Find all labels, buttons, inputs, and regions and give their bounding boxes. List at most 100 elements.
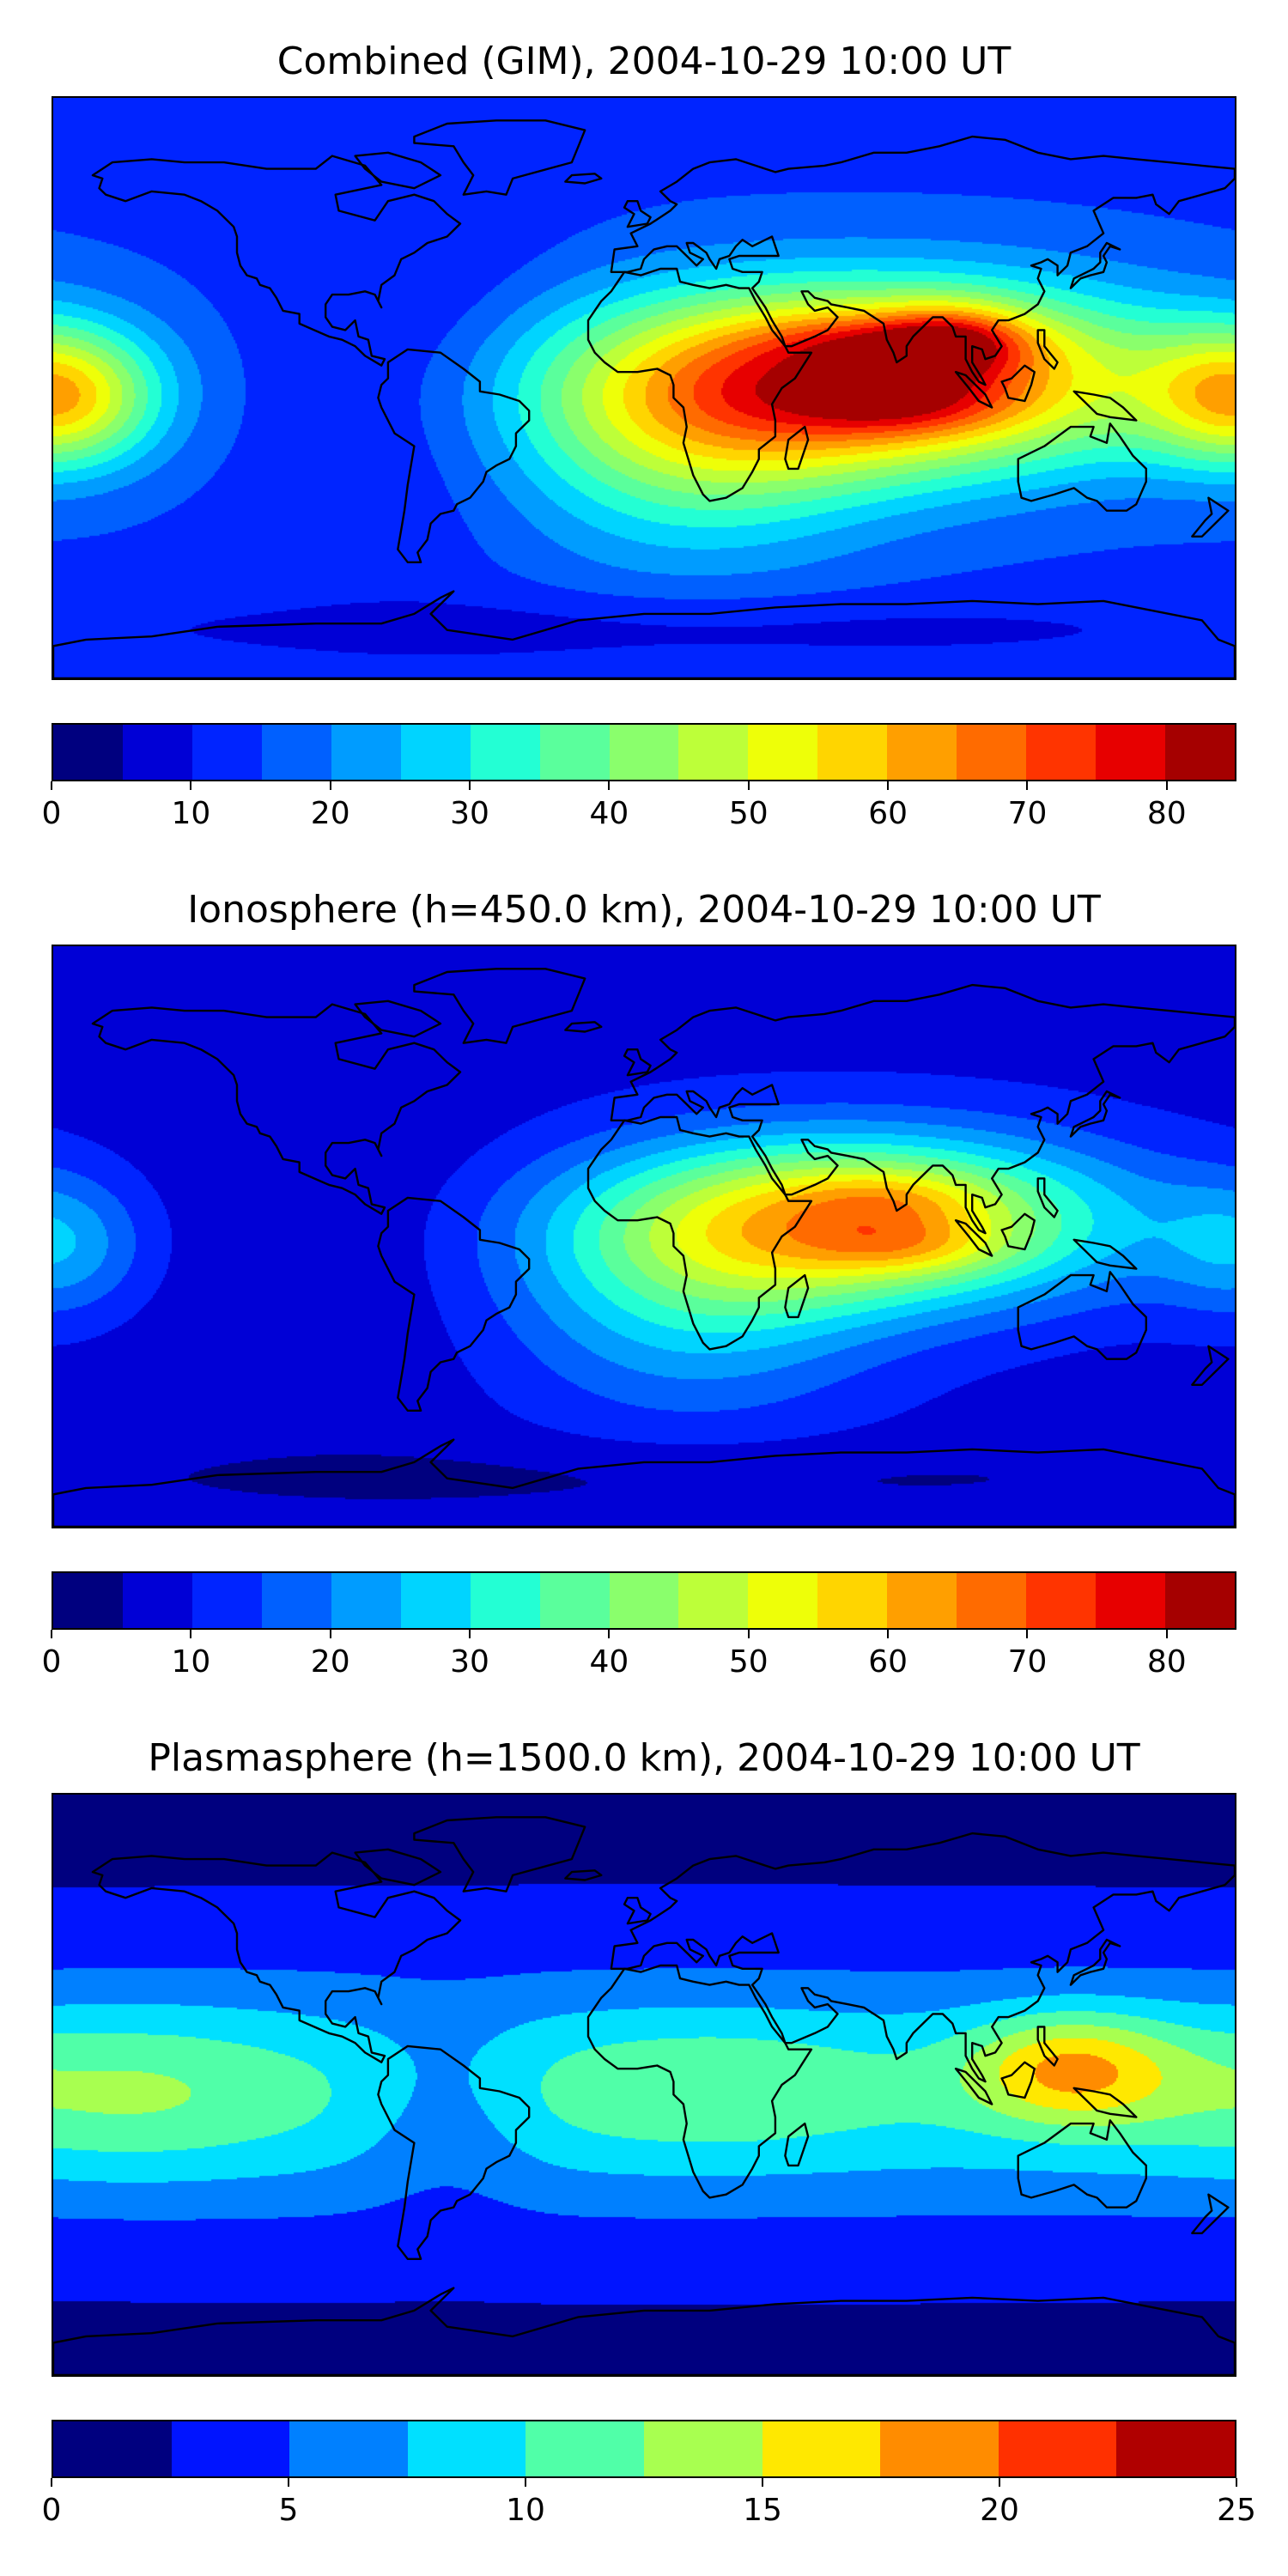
colorbar-tick-label: 0 bbox=[41, 1644, 62, 1680]
colorbar-tick-label: 40 bbox=[589, 1644, 629, 1680]
coastline-new-zealand bbox=[1191, 1345, 1230, 1386]
colorbar-tick-label: 50 bbox=[728, 1644, 769, 1680]
colorbar-tick bbox=[747, 781, 750, 790]
map-plasmasphere bbox=[52, 1793, 1236, 2377]
coastline-eurasia bbox=[610, 1832, 1235, 2083]
colorbar-tick-label: 60 bbox=[868, 796, 908, 831]
coastline-antarctica bbox=[53, 2287, 1235, 2375]
filled-contours bbox=[53, 1795, 1235, 2375]
colorbar-segment bbox=[261, 1573, 331, 1628]
colorbar-segment bbox=[998, 2421, 1117, 2476]
colorbar-tick bbox=[51, 1630, 52, 1638]
colorbar-segment bbox=[817, 725, 888, 780]
coastline-africa bbox=[586, 1115, 813, 1351]
coastline-antarctica bbox=[53, 590, 1235, 678]
coastline-sumatra bbox=[954, 2068, 993, 2105]
coastline-borneo bbox=[1000, 2061, 1036, 2099]
colorbar-tick bbox=[1165, 1630, 1168, 1638]
colorbar-segment bbox=[331, 725, 401, 780]
coastline-baffin bbox=[354, 151, 442, 190]
colorbar-segment bbox=[191, 1573, 262, 1628]
colorbar-segment bbox=[678, 725, 749, 780]
map-canvas bbox=[53, 1795, 1235, 2375]
colorbar-tick-label: 70 bbox=[1007, 1644, 1048, 1680]
colorbar-segment bbox=[171, 2421, 290, 2476]
coastline-north-america bbox=[91, 155, 462, 367]
filled-contours bbox=[53, 98, 1235, 678]
coastline-south-america bbox=[377, 2044, 531, 2260]
colorbar-segment bbox=[53, 2421, 172, 2476]
colorbar-tick bbox=[190, 1630, 192, 1638]
colorbar-segment bbox=[289, 2421, 408, 2476]
colorbar-segment bbox=[1026, 1573, 1097, 1628]
colorbar-segment bbox=[122, 725, 192, 780]
colorbar-segment bbox=[748, 725, 818, 780]
colorbar-segment bbox=[817, 1573, 888, 1628]
colorbar-tick bbox=[525, 2478, 526, 2487]
coastline-baffin bbox=[354, 1848, 442, 1886]
map-ionosphere bbox=[52, 945, 1236, 1528]
colorbar-tick bbox=[887, 1630, 890, 1638]
coastline-australia bbox=[1017, 2119, 1148, 2208]
map-canvas bbox=[53, 98, 1235, 678]
colorbar-segment bbox=[880, 2421, 999, 2476]
colorbar-tick-label: 20 bbox=[310, 1644, 350, 1680]
coastline-north-america bbox=[91, 1851, 462, 2063]
coastline-iceland bbox=[564, 173, 603, 185]
coastline-madagascar bbox=[784, 1273, 810, 1319]
colorbar-tick bbox=[608, 1630, 611, 1638]
coastline-japan bbox=[1069, 1938, 1121, 1986]
colorbar-tick bbox=[469, 781, 471, 790]
coastline-japan bbox=[1069, 1090, 1121, 1138]
filled-contours bbox=[53, 946, 1235, 1527]
colorbar-tick bbox=[762, 2478, 763, 2487]
colorbar-tick-label: 15 bbox=[743, 2493, 782, 2528]
colorbar-segment bbox=[53, 725, 123, 780]
coastline-baffin bbox=[354, 999, 442, 1038]
colorbar-segment bbox=[887, 725, 957, 780]
colorbar-segment bbox=[609, 1573, 679, 1628]
colorbar-tick-label: 40 bbox=[589, 796, 629, 831]
colorbar-segment bbox=[1096, 725, 1165, 780]
colorbar-tick-label: 10 bbox=[171, 1644, 211, 1680]
coastline-philippines bbox=[1036, 1177, 1059, 1218]
coastline-new-guinea bbox=[1072, 2087, 1138, 2118]
coastline-north-america bbox=[91, 1003, 462, 1215]
colorbar-segment bbox=[1165, 1573, 1235, 1628]
colorbar-segment bbox=[609, 725, 679, 780]
colorbar-tick-label: 0 bbox=[41, 2493, 62, 2528]
colorbar-tick bbox=[51, 781, 52, 790]
colorbar-segment bbox=[748, 1573, 818, 1628]
coastline-sumatra bbox=[954, 1219, 993, 1257]
colorbar-segment bbox=[539, 1573, 610, 1628]
coastline-uk bbox=[623, 199, 652, 228]
colorbar-tick-label: 5 bbox=[278, 2493, 299, 2528]
coastline-africa bbox=[586, 267, 813, 502]
map-combined bbox=[52, 96, 1236, 680]
colorbar-tick-label: 10 bbox=[171, 796, 211, 831]
colorbar-tick-label: 70 bbox=[1007, 796, 1048, 831]
colorbar-segment bbox=[887, 1573, 957, 1628]
colorbar-ticks-ionosphere: 0 10 20 30 40 50 60 70 80 bbox=[42, 1630, 1236, 1681]
colorbar-tick-label: 80 bbox=[1146, 796, 1187, 831]
colorbar-tick bbox=[51, 2478, 52, 2487]
coastline-new-guinea bbox=[1072, 390, 1138, 422]
colorbar-segment bbox=[400, 725, 471, 780]
colorbar-segment bbox=[1116, 2421, 1235, 2476]
colorbar-tick bbox=[469, 1630, 471, 1638]
panel-title-plasmasphere: Plasmasphere (h=1500.0 km), 2004-10-29 1… bbox=[148, 1736, 1140, 1780]
panel-title-ionosphere: Ionosphere (h=450.0 km), 2004-10-29 10:0… bbox=[187, 888, 1101, 932]
colorbar-segment bbox=[1096, 1573, 1165, 1628]
coastline-new-zealand bbox=[1191, 2193, 1230, 2234]
coastline-philippines bbox=[1036, 2026, 1059, 2067]
colorbar-segment bbox=[526, 2421, 644, 2476]
colorbar-segment bbox=[470, 725, 540, 780]
coastline-borneo bbox=[1000, 364, 1036, 403]
colorbar-segment bbox=[539, 725, 610, 780]
coastline-madagascar bbox=[784, 2122, 810, 2167]
colorbar-tick-label: 50 bbox=[728, 796, 769, 831]
colorbar-tick-label: 0 bbox=[41, 796, 62, 831]
colorbar-segment bbox=[957, 1573, 1027, 1628]
coastline-greenland bbox=[413, 119, 586, 196]
